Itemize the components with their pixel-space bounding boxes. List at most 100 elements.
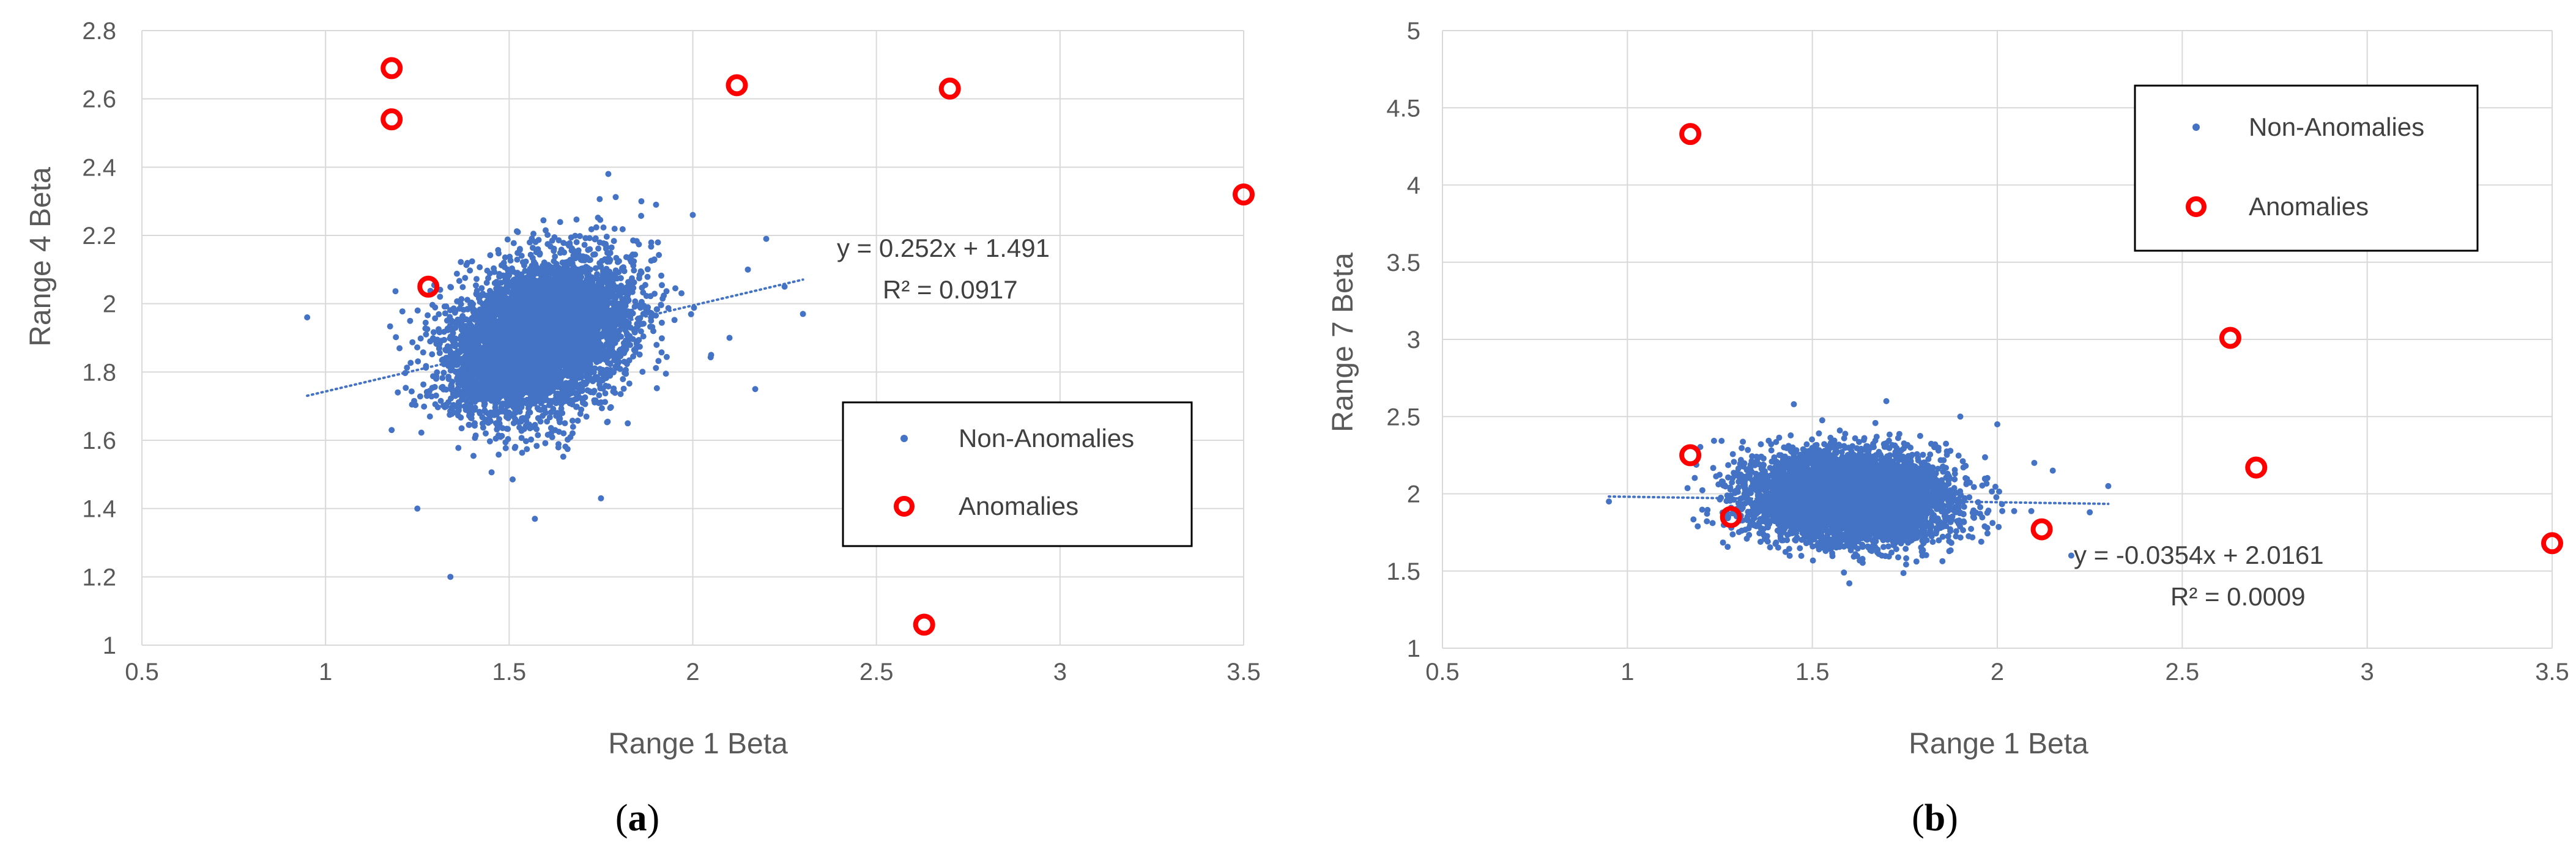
data-point-a-4747 <box>415 358 421 364</box>
data-point-a-752 <box>437 294 444 300</box>
data-point-a-174 <box>439 375 446 382</box>
data-point-a-3870 <box>577 374 584 381</box>
data-point-a-4463 <box>463 316 470 323</box>
data-point-a-4090 <box>516 246 523 253</box>
data-point-a-3920 <box>576 233 583 240</box>
data-point-a-2437 <box>592 251 598 257</box>
data-point-a-4815 <box>605 277 612 283</box>
data-point-a-2500 <box>658 349 665 356</box>
data-point-a-4523 <box>644 266 651 273</box>
data-point-a-629 <box>483 430 489 437</box>
data-point-a-1832 <box>568 234 574 241</box>
data-point-a-4396 <box>588 274 595 281</box>
data-point-a-3381 <box>513 228 520 235</box>
data-point-a-1562 <box>558 405 565 412</box>
data-point-a-4887 <box>387 323 393 330</box>
data-point-a-4749 <box>516 408 523 415</box>
data-point-a-3924 <box>672 285 678 292</box>
data-point-a-1700 <box>432 392 439 399</box>
data-point-a-4726 <box>409 339 416 346</box>
data-point-a-3781 <box>467 267 473 274</box>
data-point-a-299 <box>573 239 580 245</box>
data-point-a-2667 <box>404 364 410 371</box>
data-point-a-4955 <box>595 245 602 252</box>
data-point-a-4196 <box>477 264 483 270</box>
data-point-a-3927 <box>504 236 511 243</box>
data-point-a-2039 <box>565 436 571 443</box>
data-point-a-2781 <box>458 425 465 432</box>
data-point-a-1846 <box>655 358 662 364</box>
data-point-a-2860 <box>507 257 514 264</box>
data-point-a-3881 <box>492 435 499 442</box>
data-point-a-4629 <box>451 343 458 350</box>
data-point-a-4893 <box>486 295 493 301</box>
data-point-a-1526 <box>473 282 479 289</box>
data-point-a-2140 <box>611 238 617 245</box>
data-point-a-4246 <box>658 335 665 342</box>
data-point-a-4666 <box>536 250 543 257</box>
data-point-a-568 <box>403 385 409 391</box>
data-point-a-1547 <box>569 418 576 424</box>
data-point-a-2853 <box>502 254 508 261</box>
data-point-a-2187 <box>642 282 648 288</box>
data-point-a-4712 <box>590 389 596 396</box>
data-point-a-3888 <box>491 268 498 275</box>
data-point-a-4584 <box>411 397 417 404</box>
data-point-a-4680 <box>620 376 626 382</box>
gridlines-a <box>141 30 1244 646</box>
data-point-a-2322 <box>436 329 443 336</box>
data-point-a-4705 <box>448 410 455 417</box>
data-point-a-4972 <box>481 366 488 373</box>
data-point-a-3254 <box>422 319 429 326</box>
data-point-a-1353 <box>407 360 414 366</box>
data-point-a-4321 <box>647 323 653 330</box>
data-point-a-2448 <box>557 219 563 226</box>
data-point-a-3741 <box>510 240 517 246</box>
data-point-a-1890 <box>678 290 685 297</box>
data-point-a-4951 <box>472 399 478 405</box>
data-point-a-4975 <box>595 400 602 407</box>
data-point-a-301 <box>573 216 580 223</box>
data-point-a-1422 <box>562 420 568 427</box>
data-point-a-2639 <box>423 331 429 338</box>
data-point-a-3489 <box>640 311 647 317</box>
data-point-a-1782 <box>586 235 593 242</box>
data-point-a-3135 <box>430 329 437 336</box>
data-point-a-4943 <box>600 240 607 246</box>
data-point-a-3362 <box>619 226 626 232</box>
data-point-a-4008 <box>648 314 655 321</box>
data-point-a-2467 <box>455 445 462 451</box>
plot-area-a <box>141 30 1255 646</box>
data-point-a-3074 <box>467 415 474 421</box>
data-point-a-2089 <box>542 440 549 446</box>
data-point-a-637 <box>552 253 559 260</box>
data-point-a-2074 <box>570 424 576 430</box>
data-point-a-3284 <box>432 401 439 408</box>
data-point-a-4615 <box>618 333 625 340</box>
data-point-a-4308 <box>449 386 456 393</box>
data-point-a-1882 <box>423 363 429 369</box>
data-point-a-4399 <box>514 256 521 263</box>
data-point-a-4477 <box>603 382 609 389</box>
data-points-a <box>304 171 806 580</box>
data-point-a-203 <box>650 328 656 334</box>
data-point-a-4309 <box>553 399 560 406</box>
data-point-a-1001 <box>636 275 642 281</box>
data-point-a-2685 <box>665 305 672 311</box>
data-point-a-1994 <box>626 380 633 387</box>
data-point-a-2561 <box>502 445 509 451</box>
data-point-a-2786 <box>600 224 607 231</box>
data-point-a-4973 <box>596 196 603 202</box>
data-point-a-3776 <box>459 284 466 290</box>
data-point-a-771 <box>395 389 401 396</box>
data-point-a-4251 <box>636 241 642 248</box>
data-point-a-4946 <box>511 294 518 300</box>
data-point-a-1675 <box>458 414 464 421</box>
data-point-a-4773 <box>570 430 576 437</box>
data-point-a-2820 <box>587 246 593 253</box>
data-point-a-2444 <box>607 405 614 412</box>
data-point-a-899 <box>655 239 661 246</box>
data-point-a-4620 <box>551 276 558 283</box>
data-point-a-2075 <box>637 328 644 334</box>
